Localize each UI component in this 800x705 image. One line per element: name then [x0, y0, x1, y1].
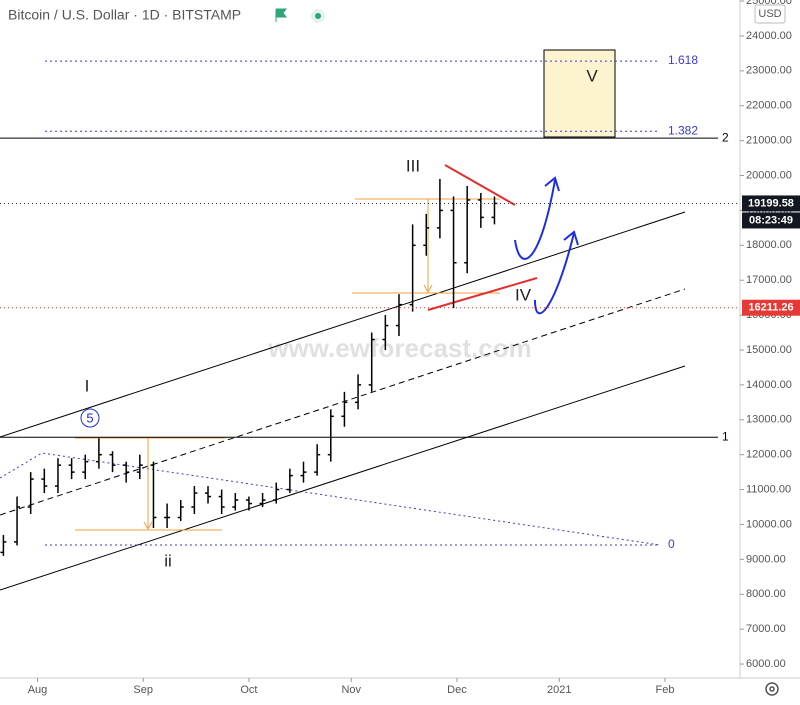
last-price-label: 19199.58	[748, 197, 794, 209]
status-dot	[315, 13, 321, 19]
currency-box[interactable]	[754, 4, 786, 24]
y-tick-label: 11000.00	[746, 483, 791, 495]
x-tick-label: Aug	[28, 684, 48, 696]
countdown-label: 08:23:49	[749, 214, 793, 226]
y-tick-label: 18000.00	[746, 239, 792, 251]
level-label: 1.618	[668, 53, 698, 67]
drawings	[0, 49, 686, 591]
level-label: 1.382	[668, 123, 698, 137]
wave-label: III	[406, 156, 420, 175]
y-tick-label: 9000.00	[746, 553, 786, 565]
x-tick-label: Nov	[341, 684, 361, 696]
y-tick-label: 10000.00	[746, 518, 792, 530]
measure-1	[75, 437, 225, 531]
wave-label: ii	[164, 551, 172, 570]
last-price-box	[742, 195, 800, 212]
wave-label: V	[586, 66, 598, 85]
x-tick-label: Dec	[447, 684, 467, 696]
level-label: 0	[668, 537, 675, 551]
measure-2	[352, 198, 500, 294]
x-tick-label: Oct	[240, 684, 257, 696]
level-label: 2	[722, 130, 729, 144]
marked-price-box	[742, 299, 800, 316]
channel-upper	[0, 211, 686, 438]
y-tick-label: 8000.00	[746, 588, 786, 600]
arrow-1	[514, 179, 556, 260]
wave-label: 5	[86, 410, 93, 425]
y-tick-label: 25000.00	[746, 0, 792, 7]
y-tick-label: 14000.00	[746, 379, 792, 391]
triangle-lower	[427, 277, 538, 311]
trend-line	[0, 452, 661, 546]
target-box	[543, 49, 616, 138]
level-label: 1	[722, 429, 729, 443]
countdown-box	[742, 212, 800, 229]
y-tick-label: 24000.00	[746, 30, 792, 42]
x-tick-label: Feb	[655, 684, 674, 696]
channel-middle	[0, 288, 686, 516]
y-tick-label: 23000.00	[746, 65, 792, 77]
y-tick-label: 6000.00	[746, 658, 786, 670]
wave-label: IV	[515, 285, 532, 304]
flag-icon[interactable]	[275, 8, 287, 22]
y-tick-label: 7000.00	[746, 623, 786, 635]
triangle-upper	[444, 164, 516, 206]
x-tick-label: Sep	[133, 684, 153, 696]
marked-price-label: 16211.26	[748, 302, 793, 314]
arrowhead-1	[544, 176, 560, 192]
y-tick-label: 15000.00	[746, 344, 792, 356]
chart-title: Bitcoin / U.S. Dollar · 1D · BITSTAMP	[8, 7, 241, 23]
x-tick-label: 2021	[547, 684, 571, 696]
y-tick-label: 13000.00	[746, 414, 792, 426]
arrow-2	[534, 232, 575, 315]
y-tick-label: 21000.00	[746, 135, 792, 147]
currency: USD	[758, 8, 781, 20]
wave-circle	[80, 408, 100, 428]
watermark: www.ewforecast.com	[267, 333, 531, 363]
y-tick-label: 20000.00	[746, 169, 792, 181]
y-tick-label: 12000.00	[746, 449, 792, 461]
arrowhead-2	[563, 230, 579, 246]
y-tick-label: 22000.00	[746, 100, 792, 112]
channel-lower	[0, 365, 686, 591]
wave-label: I	[85, 376, 90, 395]
y-tick-label: 17000.00	[746, 274, 792, 286]
settings-icon[interactable]	[765, 682, 779, 696]
